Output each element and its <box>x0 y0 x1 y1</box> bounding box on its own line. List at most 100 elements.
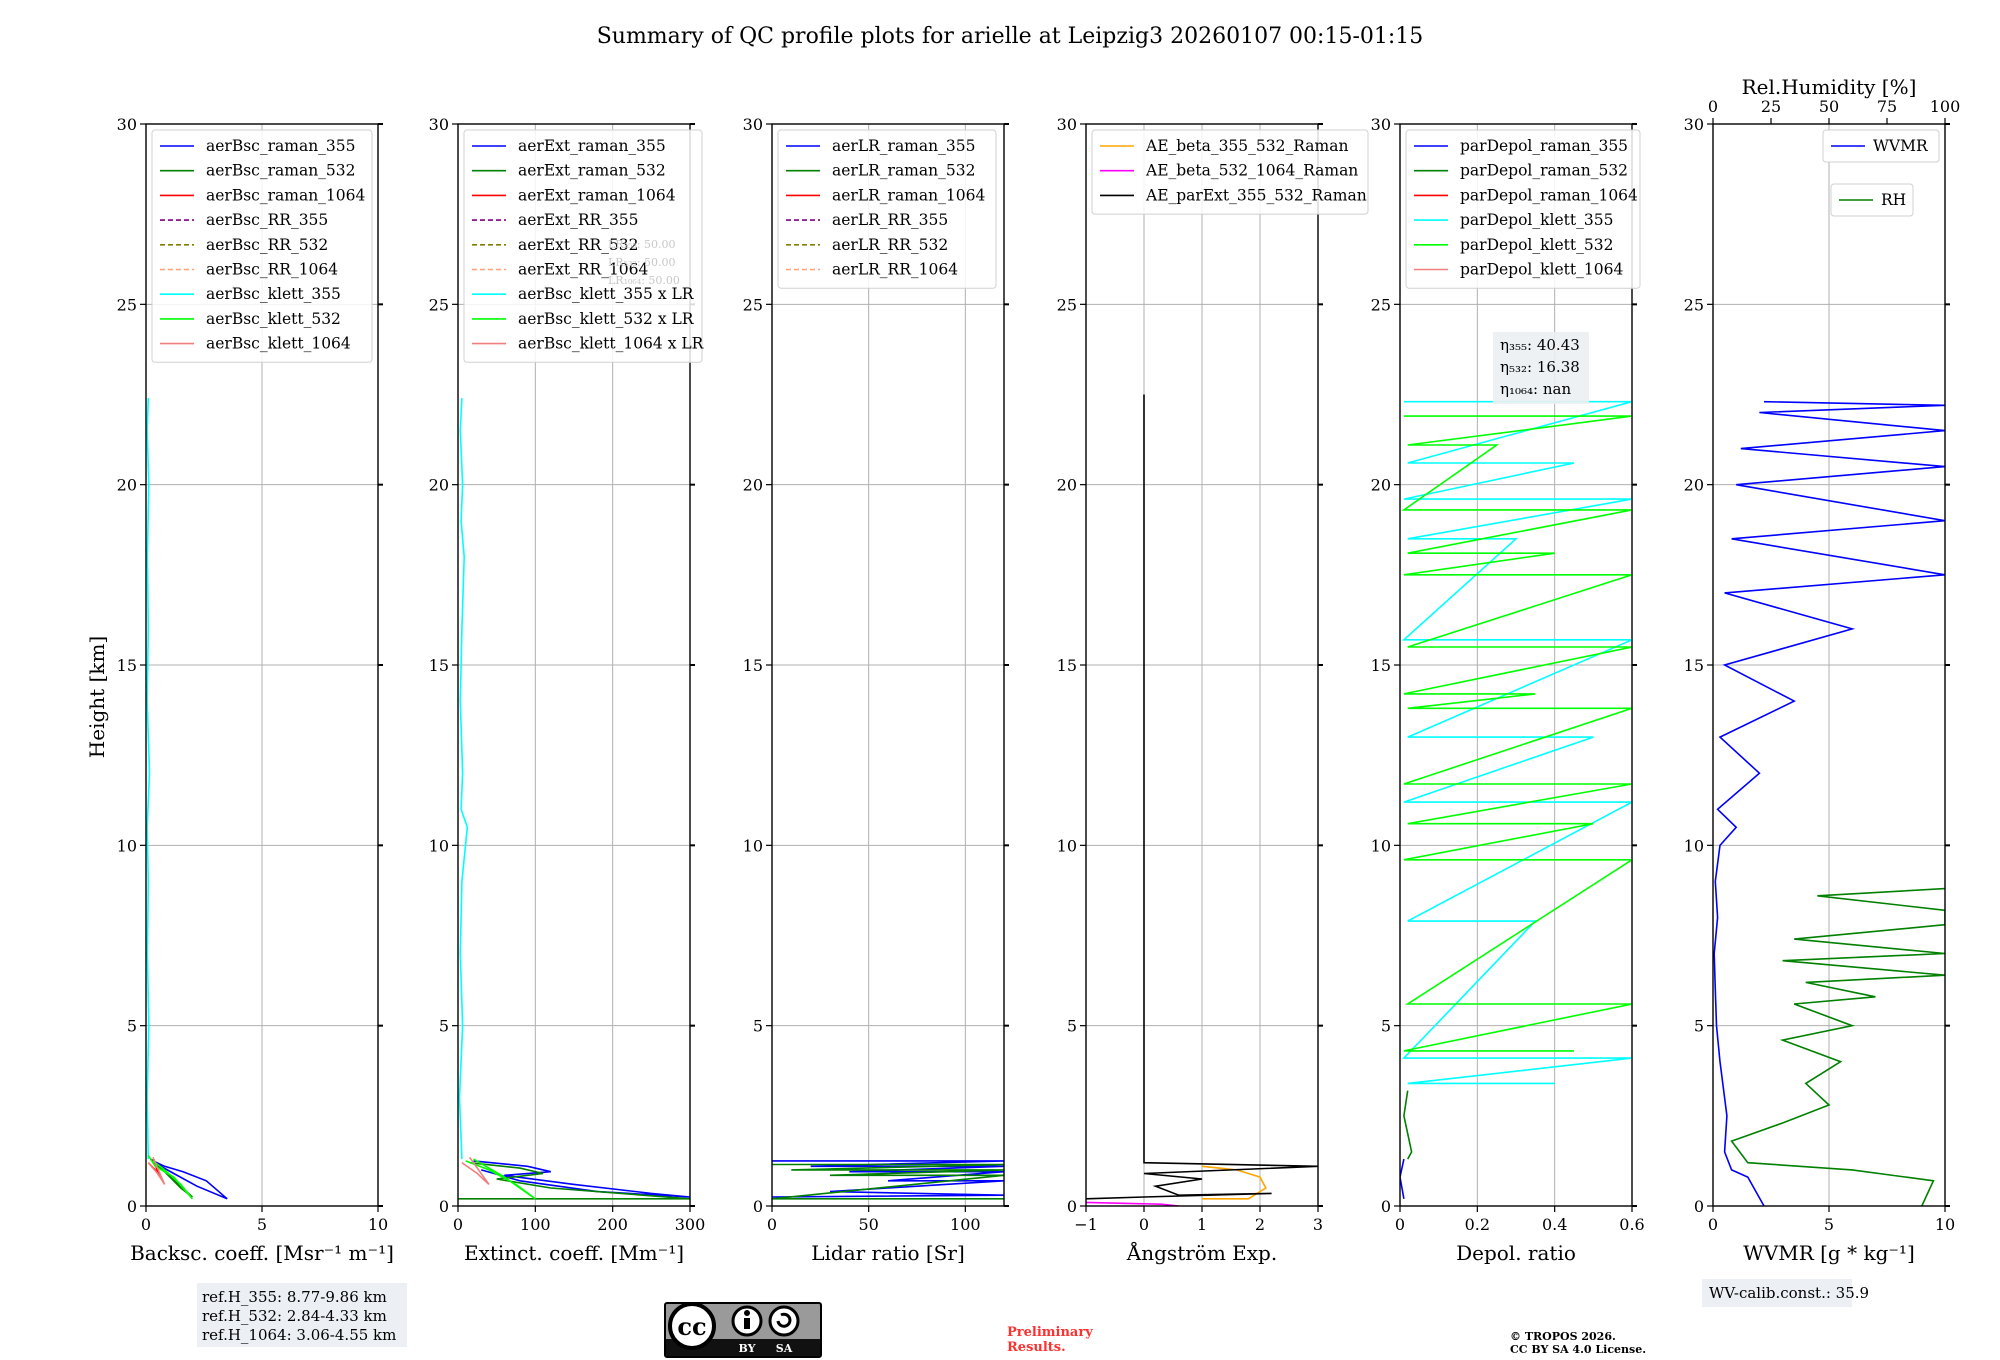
sa-icon-arrow <box>776 1312 792 1328</box>
legend-label: aerBsc_klett_355 <box>206 285 341 303</box>
y-tick-label: 25 <box>1684 295 1704 314</box>
legend-label: parDepol_klett_1064 <box>1460 261 1623 279</box>
y-tick-label: 0 <box>439 1197 449 1216</box>
legend-label: AE_beta_355_532_Raman <box>1145 137 1348 155</box>
legend-label: aerLR_raman_532 <box>832 162 975 180</box>
y-tick-label: 10 <box>1371 836 1391 855</box>
y-tick-label: 15 <box>1684 656 1704 675</box>
x-tick-label: 0.4 <box>1542 1215 1567 1234</box>
x-tick-label: 100 <box>520 1215 551 1234</box>
x-tick-label: −1 <box>1074 1215 1098 1234</box>
series-aerBsc_klett_355 x LR <box>458 398 469 1160</box>
y-tick-label: 10 <box>429 836 449 855</box>
legend-box <box>151 129 373 363</box>
legend-label: aerLR_raman_355 <box>832 137 975 155</box>
panel-1: 0 5 10 15 20 25 30 0 5 10 Backsc. coeff. [Msr⁻¹ m⁻… <box>117 115 394 1265</box>
legend-label: aerExt_RR_1064 <box>518 261 649 279</box>
x2-tick-label: 25 <box>1761 97 1781 116</box>
ref-h-355: ref.H_355: 8.77-9.86 km <box>202 1288 387 1306</box>
legend-label: aerLR_RR_532 <box>832 236 948 254</box>
y-tick-label: 10 <box>1057 836 1077 855</box>
sa-label: SA <box>776 1342 793 1355</box>
legend-label: parDepol_raman_532 <box>1460 162 1628 180</box>
by-icon-head <box>744 1310 750 1316</box>
y-tick-label: 0 <box>753 1197 763 1216</box>
y-tick-label: 30 <box>1371 115 1391 134</box>
y-tick-label: 15 <box>429 656 449 675</box>
legend-label: aerBsc_klett_1064 x LR <box>518 335 705 353</box>
x-tick-label: 5 <box>257 1215 267 1234</box>
eta-box-bg <box>1493 332 1589 404</box>
legend-label: parDepol_klett_355 <box>1460 211 1613 229</box>
preliminary-note: Preliminary Results. <box>1007 1325 1093 1355</box>
y-tick-label: 15 <box>117 656 137 675</box>
series-parDepol_klett_355 <box>1401 400 1632 1085</box>
legend-label: aerBsc_klett_1064 <box>206 335 351 353</box>
y-tick-label: 20 <box>429 476 449 495</box>
y-tick-label: 5 <box>127 1017 137 1036</box>
x-axis-label: Lidar ratio [Sr] <box>811 1241 965 1265</box>
x-tick-label: 0 <box>141 1215 151 1234</box>
x-axis-label: Backsc. coeff. [Msr⁻¹ m⁻¹] <box>130 1241 394 1265</box>
legend-box <box>1091 129 1369 215</box>
x2-tick-label: 50 <box>1819 97 1839 116</box>
legend-label: aerBsc_RR_1064 <box>206 261 338 279</box>
y-tick-label: 20 <box>1684 476 1704 495</box>
lr-note-532: LR₅₃₂: 50.00 <box>608 256 676 269</box>
y-tick-label: 30 <box>117 115 137 134</box>
x-tick-label: 50 <box>858 1215 878 1234</box>
x2-tick-label: 0 <box>1708 97 1718 116</box>
legend-label: aerBsc_klett_355 x LR <box>518 285 695 303</box>
legend-label: AE_beta_532_1064_Raman <box>1145 162 1358 180</box>
x-tick-label: 0 <box>767 1215 777 1234</box>
y-tick-label: 25 <box>1057 295 1077 314</box>
y-tick-label: 5 <box>1694 1017 1704 1036</box>
x-tick-label: 5 <box>1824 1215 1834 1234</box>
x-axis-label: Extinct. coeff. [Mm⁻¹] <box>464 1241 684 1265</box>
x-tick-label: 1 <box>1197 1215 1207 1234</box>
series-parDepol_klett_532 <box>1401 415 1632 1052</box>
series-aerBsc_klett_1064 x LR <box>461 1156 490 1185</box>
x-tick-label: 2 <box>1255 1215 1265 1234</box>
legend-label: aerBsc_raman_355 <box>206 137 356 155</box>
x-tick-label: 0.2 <box>1465 1215 1490 1234</box>
y-tick-label: 20 <box>743 476 763 495</box>
y-tick-label: 5 <box>1067 1017 1077 1036</box>
x-tick-label: 200 <box>597 1215 628 1234</box>
y-tick-label: 20 <box>1371 476 1391 495</box>
y-tick-label: 30 <box>743 115 763 134</box>
y-tick-label: 0 <box>1067 1197 1077 1216</box>
panel-5: 0 5 10 15 20 25 30 0 0.2 0.4 0.6 Depol. ratio parDep… <box>1371 115 1645 1265</box>
series-RH <box>1730 887 1945 1206</box>
legend-label: aerExt_RR_355 <box>518 211 639 229</box>
y-tick-label: 25 <box>117 295 137 314</box>
x-tick-label: 0 <box>1395 1215 1405 1234</box>
x-tick-label: 0 <box>1139 1215 1149 1234</box>
series-aerBsc_raman_355 <box>150 1158 228 1200</box>
figure-title: Summary of QC profile plots for arielle … <box>597 24 1424 49</box>
series-aerLR_raman_532 <box>772 1163 1004 1200</box>
y-tick-label: 0 <box>127 1197 137 1216</box>
legend-label: RH <box>1881 191 1906 209</box>
legend-label: aerLR_raman_1064 <box>832 186 985 204</box>
y-tick-label: 10 <box>1684 836 1704 855</box>
y-tick-label: 20 <box>1057 476 1077 495</box>
series-aerBsc_klett_1064 <box>147 1156 166 1185</box>
y-tick-label: 15 <box>1371 656 1391 675</box>
legend-label: aerBsc_RR_355 <box>206 211 328 229</box>
y-tick-label: 15 <box>1057 656 1077 675</box>
y-tick-label: 25 <box>743 295 763 314</box>
legend-label: aerLR_RR_355 <box>832 211 948 229</box>
x-tick-label: 10 <box>1935 1215 1955 1234</box>
series-aerBsc_klett_532 x LR <box>465 1158 536 1200</box>
y-tick-label: 25 <box>1371 295 1391 314</box>
legend-label: aerBsc_RR_532 <box>206 236 328 254</box>
lidar-ratio-note: LR₃₅₅: 50.00 LR₅₃₂: 50.00 LR₁₀₆₄: 50.00 <box>608 238 680 287</box>
series-parDepol_raman_355 <box>1400 1158 1405 1199</box>
series-WVMR <box>1713 400 1945 1206</box>
series-parDepol_raman_532 <box>1403 1090 1413 1160</box>
x-tick-label: 0 <box>1708 1215 1718 1234</box>
